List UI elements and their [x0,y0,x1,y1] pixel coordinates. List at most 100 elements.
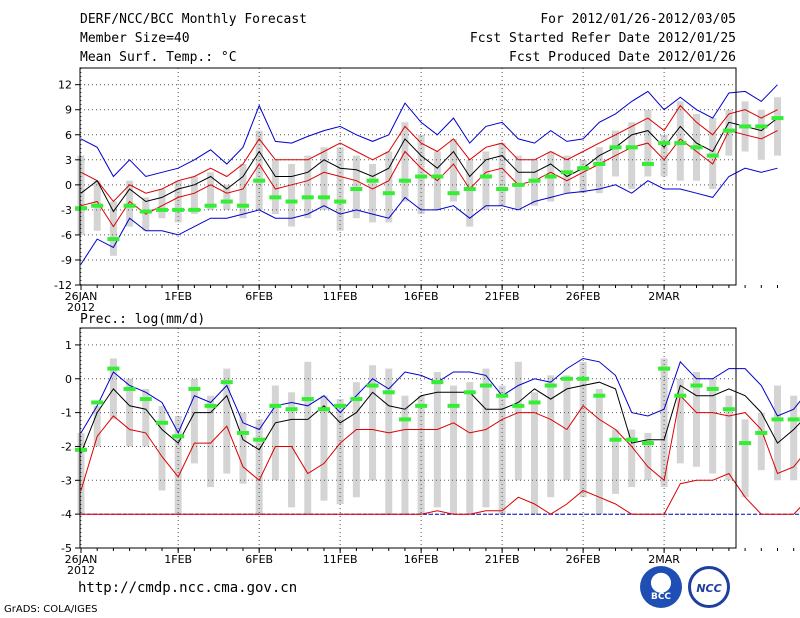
median-marker [350,397,363,402]
median-marker [382,390,395,395]
spread-box [757,412,765,471]
median-marker [382,191,395,196]
median-marker [528,178,541,183]
x-tick-label: 1FEB [164,290,192,303]
median-marker [139,397,152,402]
spread-box [612,429,620,494]
median-marker [479,383,492,388]
median-marker [172,207,185,212]
spread-box [482,368,490,508]
spread-box [207,172,215,210]
x-tick-label: 6FEB [245,290,273,303]
median-marker [366,178,379,183]
x-tick-label: 21FEB [485,290,520,303]
spread-box [417,395,425,515]
spread-box [660,134,668,177]
median-marker [674,141,687,146]
spread-box [514,155,522,210]
spread-box [773,385,781,481]
spread-box [644,432,652,481]
series-line-max [80,357,800,435]
median-marker [641,441,654,446]
median-marker [512,182,525,187]
median-marker [593,161,606,166]
median-marker [317,195,330,200]
median-marker [722,407,735,412]
x-tick-label: 11FEB [323,290,358,303]
y-tick-label: -5 [61,542,72,555]
median-marker [722,128,735,133]
median-marker [706,386,719,391]
series-line-upper [80,104,778,203]
median-marker [253,178,266,183]
grads-credit: GrADS: COLA/IGES [4,604,98,615]
spread-box [531,392,539,515]
spread-box [417,134,425,215]
spread-box [563,155,571,194]
median-marker [447,191,460,196]
median-marker [107,366,120,371]
spread-box [450,138,458,202]
series-line-lower [80,130,778,228]
x-tick-label: 16FEB [404,553,439,566]
spread-box [207,395,215,488]
spread-box [320,147,328,210]
y-tick-label: 0 [65,373,72,386]
series-line-mean [80,381,800,454]
median-marker [253,437,266,442]
spread-box [239,163,247,219]
series-line-lower [81,472,800,515]
spread-box [190,378,198,464]
x-tick-label: 26FEB [566,290,601,303]
spread-box [223,184,231,210]
median-marker [658,141,671,146]
y-tick-label: 3 [65,154,72,167]
ncc-logo-text: NCC [696,582,722,595]
spread-box [77,155,85,235]
median-marker [350,187,363,192]
source-url[interactable]: http://cmdp.ncc.cma.gov.cn [78,580,298,596]
spread-box [158,189,166,219]
spread-box [77,432,85,515]
series-line-min [80,167,778,265]
y-tick-label: 9 [65,104,72,117]
series-line-upper [80,394,800,491]
median-marker [398,417,411,422]
bcc-logo-text: BCC [650,592,672,602]
median-marker [366,383,379,388]
spread-box [450,385,458,515]
median-marker [625,145,638,150]
median-marker [236,430,249,435]
spread-box [385,151,393,223]
spread-box [676,101,684,181]
y-tick-label: 0 [65,179,72,192]
x-tick-label: 21FEB [485,553,520,566]
spread-box [547,375,555,498]
spread-box [482,151,490,210]
median-marker [771,417,784,422]
median-marker [625,437,638,442]
spread-box [433,372,441,508]
spread-box [288,163,296,227]
x-tick-label: 16FEB [404,290,439,303]
median-marker [560,376,573,381]
x-year-label: 2012 [67,301,95,314]
y-tick-label: -9 [61,254,72,267]
median-marker [479,174,492,179]
x-tick-label: 2MAR [648,290,680,303]
median-marker [269,403,282,408]
ncc-logo: NCC [688,566,730,608]
y-tick-label: -3 [61,474,72,487]
spread-box [174,180,182,223]
x-tick-label: 26FEB [566,553,601,566]
median-marker [496,393,509,398]
x-tick-label: 26JAN [65,290,98,303]
median-marker [771,116,784,121]
spread-box [466,382,474,515]
median-marker [155,207,168,212]
median-marker [787,417,800,422]
median-marker [496,187,509,192]
member-size: Member Size=40 [80,31,190,46]
spread-box [595,147,603,194]
